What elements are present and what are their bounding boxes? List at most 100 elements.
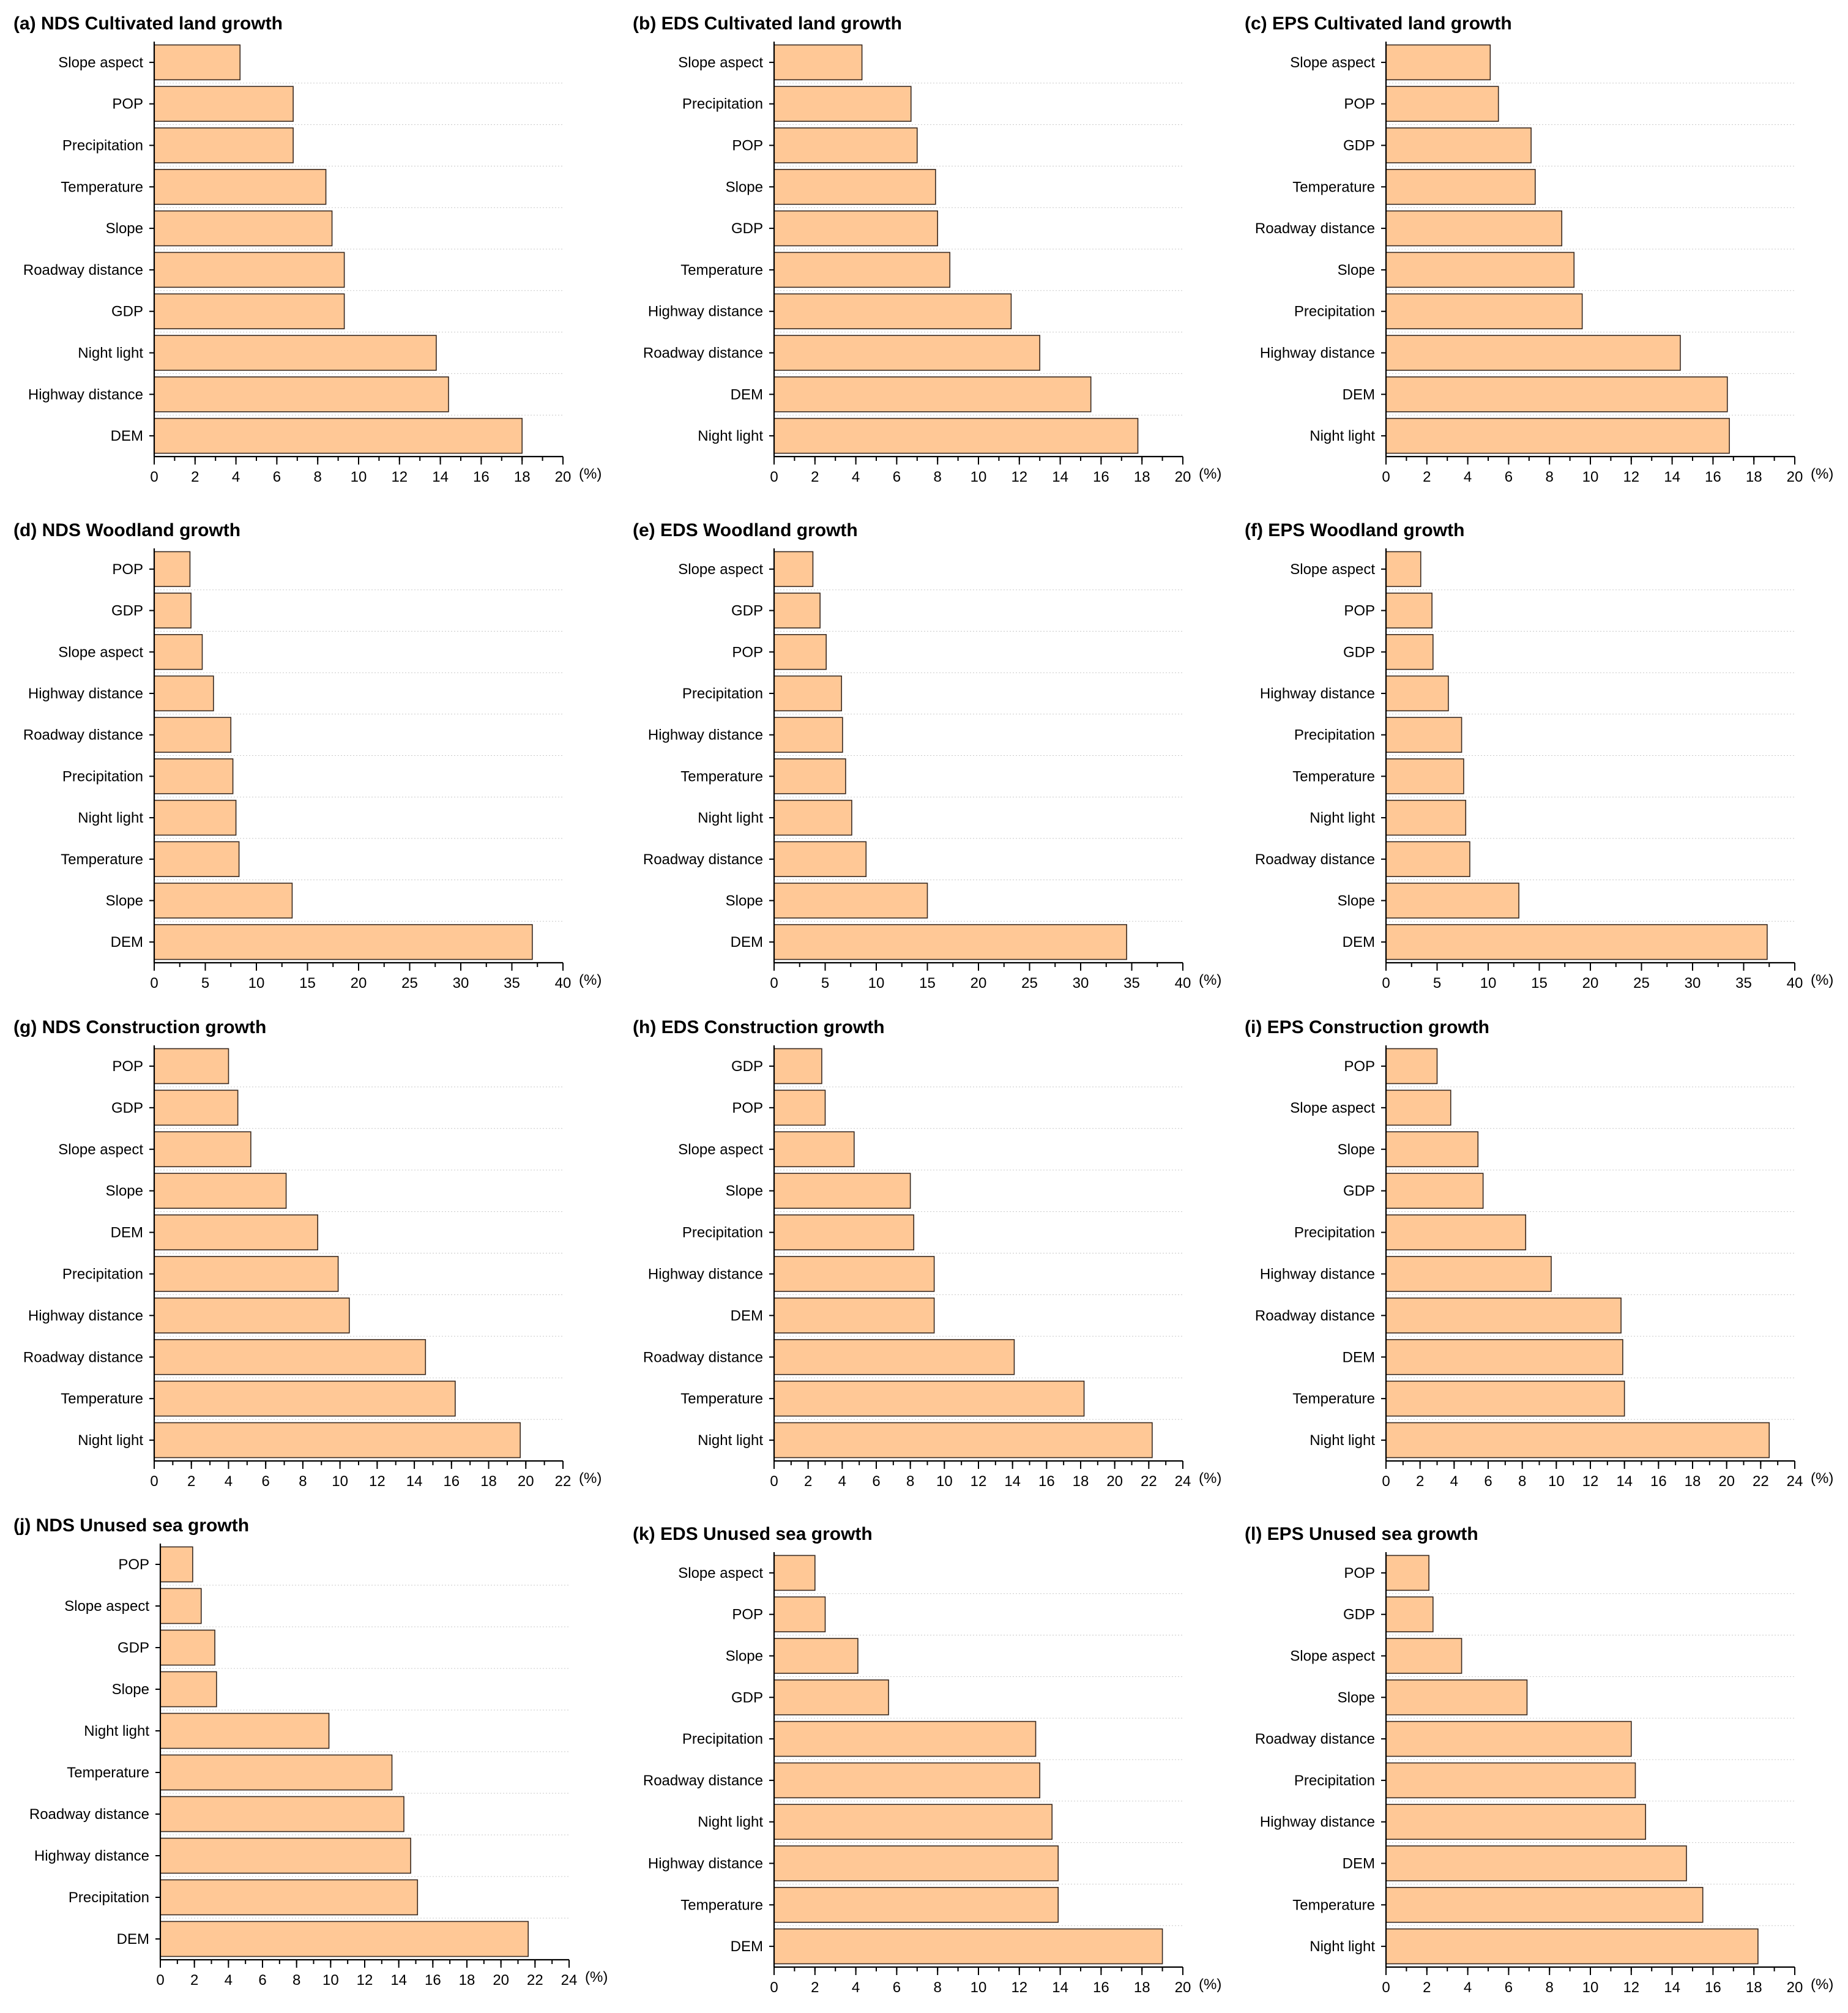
panel-e: (e) EDS Woodland growth Slope aspect GDP PO… <box>633 520 1221 992</box>
bar-night-light <box>773 417 1139 454</box>
category-label: Night light <box>84 1723 149 1739</box>
x-tick-label: 6 <box>258 1972 266 1989</box>
x-tick-label: 15 <box>919 975 936 992</box>
x-tick-label: 18 <box>480 1473 497 1490</box>
category-label: Slope <box>1338 1689 1375 1706</box>
bar-highway-distance <box>1385 675 1449 712</box>
x-tick-label: 30 <box>1685 975 1701 992</box>
x-tick-label: 6 <box>893 1979 901 1996</box>
category-label: Night light <box>78 1432 143 1449</box>
bar-roadway-distance <box>154 252 345 288</box>
x-tick-label: 0 <box>1382 1979 1390 1996</box>
bar-highway-distance <box>773 717 843 753</box>
x-tick-label: 14 <box>1052 469 1068 485</box>
bar-roadway-distance <box>154 717 232 753</box>
bar-highway-distance <box>1385 1256 1552 1292</box>
x-tick-label: 20 <box>1718 1473 1735 1490</box>
x-tick-label: 2 <box>811 1979 819 1996</box>
x-tick-label: 16 <box>425 1972 441 1989</box>
category-label: Slope aspect <box>678 1565 763 1582</box>
bar-slope <box>773 1173 911 1209</box>
bar-slope-aspect <box>154 634 203 670</box>
category-label: GDP <box>1343 1607 1375 1623</box>
x-tick-label: 10 <box>971 1979 987 1996</box>
bar-slope <box>1385 1131 1479 1168</box>
bar-pop <box>154 86 294 122</box>
bar-pop <box>1385 86 1499 122</box>
panel-i: (i) EPS Construction growth POP Slope aspe… <box>1245 1017 1833 1490</box>
bar-pop <box>773 127 918 163</box>
bar-slope-aspect <box>773 44 863 81</box>
category-label: Night light <box>698 1814 763 1831</box>
bar-dem <box>154 1214 319 1250</box>
category-label: Slope aspect <box>58 54 143 71</box>
bar-temperature <box>154 841 240 877</box>
x-tick-label: 10 <box>1582 469 1599 485</box>
x-unit-label: (%) <box>585 1969 608 1985</box>
bar-slope-aspect <box>154 44 241 81</box>
panel-title: (g) NDS Construction growth <box>13 1017 266 1037</box>
bar-gdp <box>773 1679 889 1716</box>
bar-gdp <box>154 293 345 329</box>
bar-precipitation <box>154 1256 339 1292</box>
x-tick-label: 4 <box>1464 469 1472 485</box>
x-unit-label: (%) <box>1199 1976 1221 1993</box>
x-tick-label: 10 <box>1548 1473 1565 1490</box>
category-label: Roadway distance <box>1255 1307 1375 1324</box>
x-unit-label: (%) <box>1811 466 1833 482</box>
x-tick-label: 14 <box>1004 1473 1021 1490</box>
x-unit-label: (%) <box>1811 1976 1833 1993</box>
x-tick-label: 20 <box>493 1972 509 1989</box>
category-label: Slope <box>726 1183 763 1200</box>
x-tick-label: 12 <box>357 1972 373 1989</box>
bar-roadway-distance <box>773 1339 1015 1375</box>
bar-highway-distance <box>773 293 1012 329</box>
category-label: Temperature <box>1292 1391 1375 1407</box>
x-tick-label: 2 <box>1423 469 1431 485</box>
category-label: DEM <box>1343 1856 1375 1872</box>
x-tick-label: 20 <box>1106 1473 1123 1490</box>
x-tick-label: 16 <box>1038 1473 1055 1490</box>
x-tick-label: 16 <box>1093 469 1109 485</box>
bar-highway-distance <box>773 1256 935 1292</box>
panel-k: (k) EDS Unused sea growth Slope aspect POP… <box>633 1524 1221 1996</box>
x-tick-label: 4 <box>225 1473 233 1490</box>
category-label: GDP <box>1343 644 1375 660</box>
category-label: Night light <box>78 810 143 826</box>
category-label: Precipitation <box>682 96 763 113</box>
x-tick-label: 40 <box>555 975 572 992</box>
bar-temperature <box>160 1754 393 1791</box>
category-label: POP <box>112 96 143 113</box>
x-tick-label: 10 <box>322 1972 339 1989</box>
bar-highway-distance <box>1385 1804 1646 1840</box>
x-unit-label: (%) <box>579 972 602 988</box>
panel-title: (h) EDS Construction growth <box>633 1017 885 1037</box>
x-tick-label: 25 <box>1021 975 1038 992</box>
bar-slope <box>154 210 333 247</box>
category-label: Night light <box>78 345 143 362</box>
category-label: Temperature <box>680 1391 763 1407</box>
category-label: POP <box>732 644 763 660</box>
x-tick-label: 10 <box>351 469 367 485</box>
panel-c: (c) EPS Cultivated land growth Slope aspe… <box>1245 13 1833 485</box>
x-tick-label: 8 <box>299 1473 307 1490</box>
category-label: Slope aspect <box>58 644 143 660</box>
x-tick-label: 35 <box>1123 975 1140 992</box>
bar-temperature <box>1385 1887 1704 1923</box>
bar-dem <box>1385 1845 1687 1881</box>
category-label: Slope aspect <box>1290 1100 1375 1116</box>
category-label: Night light <box>698 810 763 826</box>
category-label: Slope <box>1338 262 1375 278</box>
x-tick-label: 6 <box>262 1473 270 1490</box>
bar-roadway-distance <box>773 841 867 877</box>
bar-slope <box>773 169 936 205</box>
x-tick-label: 4 <box>232 469 240 485</box>
bar-precipitation <box>773 86 912 122</box>
panel-l: (l) EPS Unused sea growth POP GDP Slope asp… <box>1245 1524 1833 1996</box>
x-tick-label: 25 <box>401 975 418 992</box>
category-label: GDP <box>111 1100 143 1116</box>
x-tick-label: 6 <box>893 469 901 485</box>
x-tick-label: 2 <box>804 1473 812 1490</box>
x-tick-label: 10 <box>248 975 265 992</box>
bar-slope <box>1385 1679 1528 1716</box>
